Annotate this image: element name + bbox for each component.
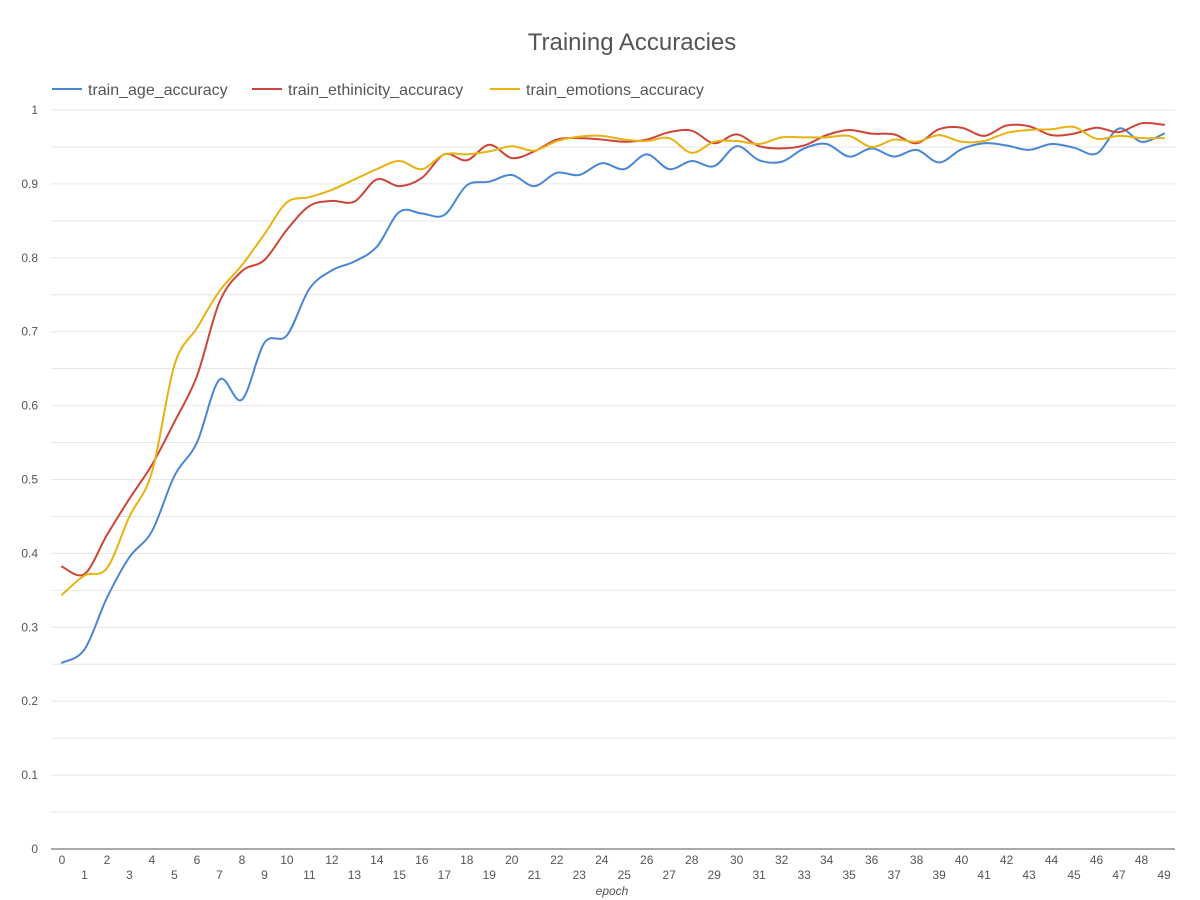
x-tick-label: 10 bbox=[280, 853, 294, 867]
x-tick-label: 23 bbox=[573, 868, 587, 882]
chart-title: Training Accuracies bbox=[528, 29, 737, 56]
x-tick-label: 24 bbox=[595, 853, 609, 867]
y-tick-label: 0.9 bbox=[21, 177, 38, 191]
x-tick-label: 19 bbox=[483, 868, 497, 882]
x-tick-label: 17 bbox=[438, 868, 452, 882]
x-tick-label: 15 bbox=[393, 868, 407, 882]
x-tick-label: 20 bbox=[505, 853, 519, 867]
x-tick-label: 16 bbox=[415, 853, 429, 867]
x-axis: 0123456789101112131415161718192021222324… bbox=[51, 848, 1175, 882]
y-tick-label: 0.4 bbox=[21, 546, 38, 560]
y-tick-label: 0.1 bbox=[21, 768, 38, 782]
x-tick-label: 30 bbox=[730, 853, 744, 867]
x-tick-label: 39 bbox=[932, 868, 946, 882]
x-axis-label: epoch bbox=[596, 884, 629, 898]
legend-label: train_ethinicity_accuracy bbox=[288, 82, 463, 99]
x-tick-label: 6 bbox=[194, 853, 201, 867]
legend-label: train_age_accuracy bbox=[88, 82, 228, 99]
x-tick-label: 1 bbox=[81, 868, 88, 882]
x-tick-label: 43 bbox=[1022, 868, 1036, 882]
x-tick-label: 45 bbox=[1067, 868, 1081, 882]
x-tick-label: 8 bbox=[239, 853, 246, 867]
x-tick-label: 0 bbox=[59, 853, 66, 867]
x-tick-label: 7 bbox=[216, 868, 223, 882]
x-tick-label: 48 bbox=[1135, 853, 1149, 867]
y-tick-label: 0.7 bbox=[21, 325, 38, 339]
series-lines bbox=[61, 121, 1165, 664]
x-tick-label: 5 bbox=[171, 868, 178, 882]
series-line-train_ethinicity_accuracy bbox=[61, 121, 1165, 577]
y-axis: 0 0.1 0.2 0.3 0.4 0.5 0.6 0.7 0.8 0.9 1 bbox=[21, 103, 38, 856]
y-tick-label: 0.5 bbox=[21, 473, 38, 487]
legend-label: train_emotions_accuracy bbox=[526, 82, 704, 99]
x-tick-label: 42 bbox=[1000, 853, 1014, 867]
x-tick-label: 33 bbox=[797, 868, 811, 882]
x-tick-label: 2 bbox=[104, 853, 111, 867]
y-tick-label: 1 bbox=[31, 103, 38, 117]
x-tick-label: 28 bbox=[685, 853, 699, 867]
x-tick-label: 36 bbox=[865, 853, 879, 867]
x-tick-label: 46 bbox=[1090, 853, 1104, 867]
x-tick-label: 27 bbox=[663, 868, 677, 882]
x-tick-label: 32 bbox=[775, 853, 789, 867]
x-tick-label: 11 bbox=[303, 868, 316, 882]
x-tick-label: 21 bbox=[528, 868, 542, 882]
x-tick-label: 14 bbox=[370, 853, 384, 867]
x-tick-label: 41 bbox=[977, 868, 991, 882]
x-tick-label: 38 bbox=[910, 853, 924, 867]
x-tick-label: 29 bbox=[708, 868, 722, 882]
y-tick-label: 0.2 bbox=[21, 694, 38, 708]
gridlines bbox=[51, 109, 1175, 813]
x-tick-label: 31 bbox=[753, 868, 767, 882]
series-line-train_age_accuracy bbox=[61, 127, 1165, 664]
legend: train_age_accuracy train_ethinicity_accur… bbox=[52, 82, 704, 99]
y-tick-label: 0.8 bbox=[21, 251, 38, 265]
x-tick-label: 26 bbox=[640, 853, 654, 867]
x-tick-label: 40 bbox=[955, 853, 969, 867]
x-tick-label: 3 bbox=[126, 868, 133, 882]
x-tick-label: 34 bbox=[820, 853, 834, 867]
x-tick-label: 12 bbox=[325, 853, 339, 867]
x-tick-label: 35 bbox=[842, 868, 856, 882]
x-tick-label: 44 bbox=[1045, 853, 1059, 867]
x-tick-label: 4 bbox=[149, 853, 156, 867]
series-line-train_emotions_accuracy bbox=[61, 125, 1165, 596]
y-tick-label: 0.6 bbox=[21, 399, 38, 413]
y-tick-label: 0 bbox=[31, 842, 38, 856]
x-tick-label: 18 bbox=[460, 853, 474, 867]
y-tick-label: 0.3 bbox=[21, 620, 38, 634]
x-tick-label: 37 bbox=[887, 868, 901, 882]
x-tick-label: 49 bbox=[1157, 868, 1171, 882]
x-tick-label: 22 bbox=[550, 853, 564, 867]
x-tick-label: 47 bbox=[1112, 868, 1126, 882]
x-tick-label: 9 bbox=[261, 868, 268, 882]
x-tick-label: 25 bbox=[618, 868, 632, 882]
x-tick-label: 13 bbox=[348, 868, 362, 882]
